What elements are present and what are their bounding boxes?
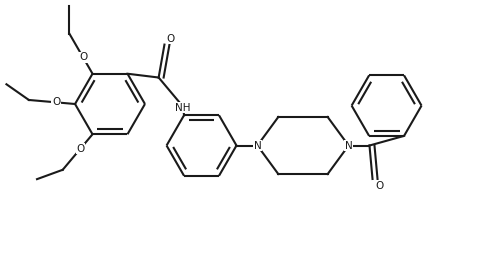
Text: O: O bbox=[166, 34, 175, 44]
Text: O: O bbox=[374, 181, 382, 191]
Text: NH: NH bbox=[175, 103, 190, 113]
Text: N: N bbox=[344, 140, 352, 151]
Text: O: O bbox=[76, 144, 84, 154]
Text: O: O bbox=[52, 97, 60, 107]
Text: N: N bbox=[253, 140, 261, 151]
Text: O: O bbox=[79, 52, 87, 62]
